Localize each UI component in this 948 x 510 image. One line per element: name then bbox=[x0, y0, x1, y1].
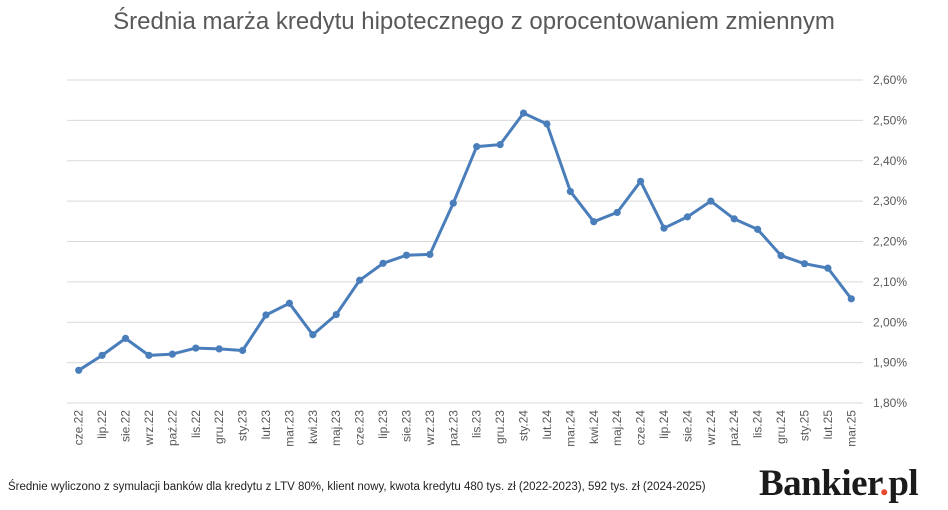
footnote: Średnie wyliczono z symulacji banków dla… bbox=[8, 481, 706, 493]
data-point bbox=[426, 250, 434, 259]
x-tick-label: wrz.22 bbox=[142, 410, 156, 447]
x-tick-label: sie.22 bbox=[119, 410, 133, 442]
x-tick-label: sty.25 bbox=[797, 410, 811, 441]
x-tick-label: kwi.23 bbox=[306, 410, 320, 444]
y-tick-label: 2,20% bbox=[873, 235, 907, 249]
data-point bbox=[730, 215, 738, 223]
data-point bbox=[847, 295, 855, 303]
x-tick-label: paź.24 bbox=[727, 410, 741, 446]
x-tick-label: mar.23 bbox=[282, 410, 296, 447]
x-tick-label: lut.25 bbox=[821, 410, 835, 440]
data-point bbox=[402, 251, 411, 259]
logo-text: Bankier bbox=[759, 463, 880, 504]
x-tick-label: cze.22 bbox=[72, 410, 86, 446]
x-tick-label: lut.24 bbox=[540, 410, 554, 440]
gridlines bbox=[67, 79, 863, 404]
y-tick-label: 2,60% bbox=[873, 73, 907, 87]
data-point bbox=[309, 331, 317, 339]
data-point bbox=[777, 252, 785, 260]
data-point bbox=[683, 213, 692, 221]
x-tick-label: lip.23 bbox=[376, 410, 390, 439]
y-tick-label: 1,80% bbox=[873, 396, 907, 410]
bankier-logo: Bankier.pl bbox=[759, 462, 919, 505]
data-point bbox=[473, 143, 481, 151]
data-point bbox=[238, 346, 247, 355]
x-tick-label: cze.24 bbox=[634, 410, 648, 446]
chart-title: Średnia marża kredytu hipotecznego z opr… bbox=[113, 8, 835, 35]
data-point bbox=[98, 351, 106, 359]
x-tick-label: kwi.24 bbox=[587, 410, 601, 444]
data-point bbox=[590, 218, 598, 226]
x-axis-ticks: cze.22 lip.22 sie.22 wrz.22 paź.22 lis.22 gru.… bbox=[72, 410, 859, 447]
data-point bbox=[145, 351, 153, 359]
series-margin bbox=[75, 109, 855, 374]
x-tick-label: lip.22 bbox=[95, 410, 109, 439]
data-point bbox=[519, 109, 528, 117]
x-tick-label: lis.22 bbox=[189, 410, 203, 438]
y-tick-label: 1,90% bbox=[873, 356, 907, 370]
x-tick-label: lis.24 bbox=[751, 410, 765, 438]
data-point bbox=[356, 276, 364, 284]
x-tick-label: maj.24 bbox=[610, 410, 624, 446]
data-point bbox=[636, 177, 645, 185]
x-tick-label: sty.24 bbox=[517, 410, 531, 441]
logo-suffix: pl bbox=[888, 463, 919, 504]
data-point bbox=[754, 225, 762, 233]
series-line bbox=[77, 111, 853, 372]
x-tick-label: wrz.23 bbox=[423, 410, 437, 447]
logo-dot: . bbox=[879, 463, 889, 504]
y-tick-label: 2,00% bbox=[873, 315, 907, 329]
data-point bbox=[566, 187, 574, 196]
x-tick-label: mar.24 bbox=[563, 410, 577, 447]
x-tick-label: lip.24 bbox=[657, 410, 671, 439]
data-point bbox=[660, 224, 668, 232]
data-point bbox=[496, 141, 504, 149]
x-tick-label: wrz.24 bbox=[704, 410, 718, 447]
y-axis-ticks: 1,80% 1,90% 2,00% 2,10% 2,20% 2,30% 2,40% 2,50%… bbox=[873, 73, 907, 410]
x-tick-label: gru.24 bbox=[774, 410, 788, 444]
x-tick-label: lis.23 bbox=[470, 410, 484, 438]
data-point bbox=[75, 366, 83, 374]
data-point bbox=[613, 208, 621, 217]
data-point bbox=[215, 345, 223, 353]
x-tick-label: lut.23 bbox=[259, 410, 273, 440]
data-point bbox=[800, 260, 809, 268]
x-tick-label: sty.23 bbox=[236, 410, 250, 441]
data-point bbox=[168, 350, 176, 358]
x-tick-label: paź.23 bbox=[446, 410, 460, 446]
x-tick-label: paź.22 bbox=[165, 410, 179, 446]
data-point bbox=[707, 197, 715, 205]
y-tick-label: 2,40% bbox=[873, 154, 907, 168]
data-point bbox=[332, 310, 340, 319]
data-point bbox=[121, 334, 130, 342]
y-tick-label: 2,30% bbox=[873, 194, 907, 208]
x-tick-label: maj.23 bbox=[329, 410, 343, 446]
data-point bbox=[262, 311, 270, 319]
data-point bbox=[449, 199, 457, 207]
x-tick-label: cze.23 bbox=[353, 410, 367, 446]
x-tick-label: sie.24 bbox=[680, 410, 694, 442]
x-tick-label: gru.22 bbox=[212, 410, 226, 444]
data-point bbox=[543, 120, 551, 128]
y-tick-label: 2,50% bbox=[873, 113, 907, 127]
x-tick-label: mar.25 bbox=[844, 410, 858, 447]
data-point bbox=[192, 344, 200, 352]
data-point bbox=[824, 264, 832, 272]
y-tick-label: 2,10% bbox=[873, 275, 907, 289]
x-tick-label: sie.23 bbox=[399, 410, 413, 442]
x-tick-label: gru.23 bbox=[493, 410, 507, 444]
data-point bbox=[379, 259, 387, 267]
data-point bbox=[285, 299, 294, 307]
